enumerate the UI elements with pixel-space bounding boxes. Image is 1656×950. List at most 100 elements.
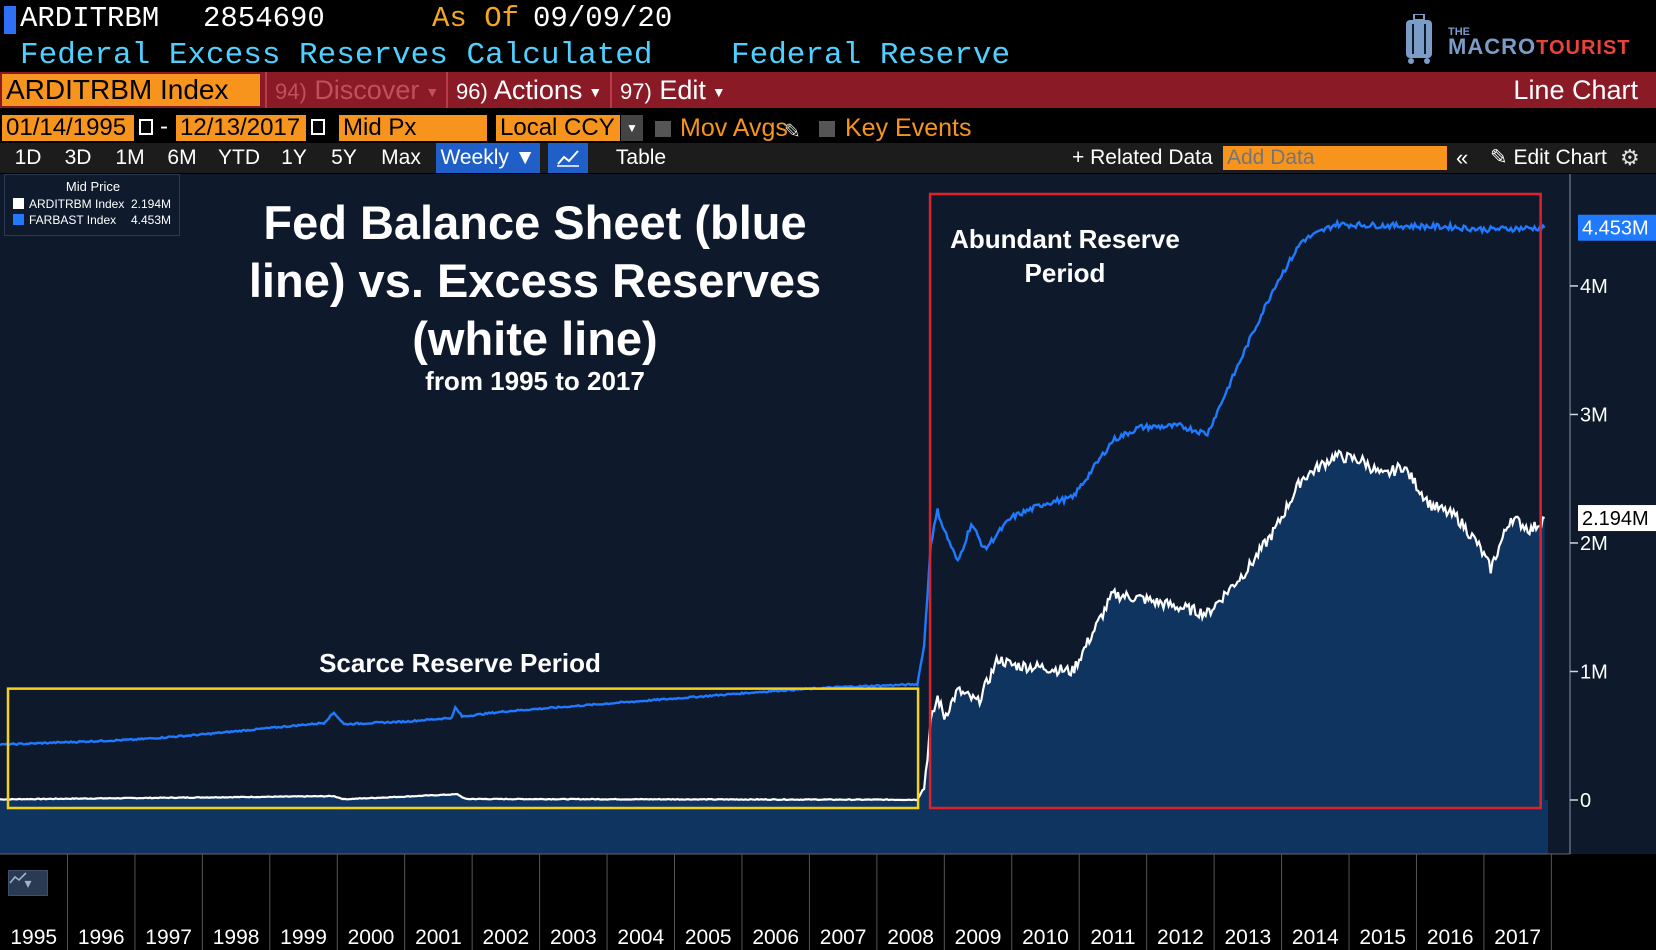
range-ytd[interactable]: YTD bbox=[218, 146, 260, 169]
series-line-farbast bbox=[0, 218, 1546, 747]
key-events-checkbox[interactable] bbox=[819, 121, 835, 137]
abundant-period-label: Abundant Reserve Period bbox=[950, 222, 1180, 290]
legend-value: 4.453M bbox=[131, 213, 172, 227]
legend: Mid Price ARDITRBM Index 2.194M FARBAST I… bbox=[4, 174, 180, 236]
chart-annotation-subtitle: from 1995 to 2017 bbox=[425, 366, 645, 396]
abundant-line: Abundant Reserve bbox=[950, 224, 1180, 254]
as-of: As Of 09/09/20 bbox=[432, 2, 672, 35]
x-tick-label: 2005 bbox=[685, 926, 732, 949]
chevron-down-icon: ▼ bbox=[514, 146, 536, 169]
function-bar: ARDITRBM Index 94) Discover ▼ 96) Actions… bbox=[0, 72, 1656, 108]
discover-menu[interactable]: 94) Discover ▼ bbox=[265, 72, 445, 108]
x-tick-label: 2017 bbox=[1494, 926, 1541, 949]
legend-title: Mid Price bbox=[65, 179, 121, 194]
add-data-input[interactable] bbox=[1223, 146, 1447, 170]
x-tick-label: 2010 bbox=[1022, 926, 1069, 949]
y-tick-label: 0 bbox=[1580, 790, 1591, 812]
x-tick-label: 2015 bbox=[1359, 926, 1406, 949]
x-tick-label: 1998 bbox=[213, 926, 260, 949]
price-field-select[interactable]: Mid Px bbox=[339, 115, 487, 141]
legend-item-farbast: FARBAST Index 4.453M bbox=[13, 213, 171, 227]
abundant-line: Period bbox=[1024, 258, 1106, 288]
legend-swatch bbox=[13, 198, 24, 209]
mov-avgs-checkbox[interactable] bbox=[655, 121, 671, 137]
calendar-icon[interactable] bbox=[311, 119, 325, 135]
end-date-field[interactable]: 12/13/2017 bbox=[176, 115, 306, 141]
header-bar: ARDITRBM 2854690 As Of 09/09/20 bbox=[0, 0, 1656, 38]
scarce-period-box bbox=[6, 687, 920, 810]
legend-name: ARDITRBM Index bbox=[29, 197, 125, 211]
actions-menu[interactable]: 96) Actions ▼ bbox=[446, 72, 608, 108]
last-price: 2854690 bbox=[203, 2, 325, 35]
parameter-row: 01/14/1995 - 12/13/2017 Mid Px Local CCY… bbox=[0, 113, 1656, 143]
y-tick-label: 4M bbox=[1580, 276, 1608, 298]
x-tick-label: 2013 bbox=[1224, 926, 1271, 949]
currency-select[interactable]: Local CCY bbox=[496, 115, 620, 141]
chart-svg: 0 1M 2M 3M 4M 4.453M 2.194M 1995 1996 1997 1998 199… bbox=[0, 174, 1656, 950]
macro-tourist-logo: THE MACROTOURIST bbox=[1404, 10, 1644, 66]
legend-value: 2.194M bbox=[131, 197, 172, 211]
x-tick-label: 2014 bbox=[1292, 926, 1339, 949]
x-tick-label: 1999 bbox=[280, 926, 327, 949]
chart-style-button[interactable]: ▾ bbox=[8, 870, 48, 896]
edit-number: 97) bbox=[620, 79, 652, 104]
chevron-down-icon: ▼ bbox=[425, 83, 440, 100]
range-5y[interactable]: 5Y bbox=[331, 146, 357, 169]
ticker-marker bbox=[4, 6, 16, 34]
legend-swatch bbox=[13, 214, 24, 225]
periodicity-select[interactable]: Weekly ▼ bbox=[436, 143, 540, 173]
index-field[interactable]: ARDITRBM Index bbox=[2, 74, 260, 106]
edit-chart-button[interactable]: ✎ Edit Chart bbox=[1490, 146, 1607, 169]
y-tick-label: 2M bbox=[1580, 533, 1608, 555]
series-line-arditrbm bbox=[0, 449, 1545, 802]
key-events-label: Key Events bbox=[845, 114, 972, 142]
logo-tourist-word: TOURIST bbox=[1536, 37, 1631, 59]
discover-number: 94) bbox=[275, 79, 307, 104]
x-tick-label: 2007 bbox=[820, 926, 867, 949]
legend-name: FARBAST Index bbox=[29, 213, 117, 227]
range-1m[interactable]: 1M bbox=[115, 146, 145, 169]
x-axis-band bbox=[0, 854, 1656, 950]
reserves-area-fill bbox=[0, 451, 1545, 800]
x-tick-label: 2003 bbox=[550, 926, 597, 949]
x-tick-label: 2011 bbox=[1090, 926, 1135, 949]
title-line: line) vs. Excess Reserves bbox=[248, 254, 822, 307]
x-tick-label: 2004 bbox=[617, 926, 664, 949]
edit-label: Edit bbox=[659, 75, 706, 105]
chevron-down-icon[interactable]: ▼ bbox=[621, 115, 643, 141]
pencil-icon[interactable]: ✎ bbox=[784, 121, 801, 143]
logo-macro-word: MACRO bbox=[1448, 34, 1537, 59]
range-6m[interactable]: 6M bbox=[167, 146, 197, 169]
range-1d[interactable]: 1D bbox=[14, 146, 42, 169]
title-line: (white line) bbox=[412, 312, 658, 365]
range-3d[interactable]: 3D bbox=[64, 146, 92, 169]
range-1y[interactable]: 1Y bbox=[281, 146, 307, 169]
last-value-farbast-bg bbox=[1578, 214, 1656, 241]
related-data-button[interactable]: + Related Data bbox=[1072, 146, 1213, 169]
table-button[interactable]: Table bbox=[615, 146, 667, 169]
calendar-icon[interactable] bbox=[139, 119, 153, 135]
logo-the: THE bbox=[1448, 26, 1470, 38]
double-chevron-left-icon[interactable]: « bbox=[1456, 145, 1469, 170]
suitcase-icon bbox=[1406, 14, 1432, 64]
x-tick-label: 2009 bbox=[955, 926, 1002, 949]
x-tick-label: 1996 bbox=[78, 926, 125, 949]
last-value-arditrbm-bg bbox=[1578, 505, 1656, 532]
chart-type-title: Line Chart bbox=[1513, 75, 1638, 105]
security-source: Federal Reserve bbox=[731, 38, 1011, 73]
range-max[interactable]: Max bbox=[381, 146, 421, 169]
gear-icon[interactable]: ⚙ bbox=[1620, 145, 1640, 170]
abundant-period-box bbox=[928, 192, 1542, 810]
ticker-symbol: ARDITRBM bbox=[20, 2, 160, 35]
security-name: Federal Excess Reserves Calculated bbox=[20, 38, 653, 73]
edit-menu[interactable]: 97) Edit ▼ bbox=[610, 72, 732, 108]
line-chart-icon[interactable] bbox=[548, 143, 588, 173]
x-tick-label: 1997 bbox=[145, 926, 192, 949]
discover-label: Discover bbox=[314, 75, 420, 105]
chevron-down-icon: ▼ bbox=[588, 83, 603, 100]
chart-annotation-title: Fed Balance Sheet (blue line) vs. Excess… bbox=[235, 194, 835, 368]
start-date-field[interactable]: 01/14/1995 bbox=[2, 115, 134, 141]
x-tick-label: 2001 bbox=[415, 926, 462, 949]
actions-number: 96) bbox=[456, 79, 488, 104]
y-tick-label: 3M bbox=[1580, 404, 1608, 426]
